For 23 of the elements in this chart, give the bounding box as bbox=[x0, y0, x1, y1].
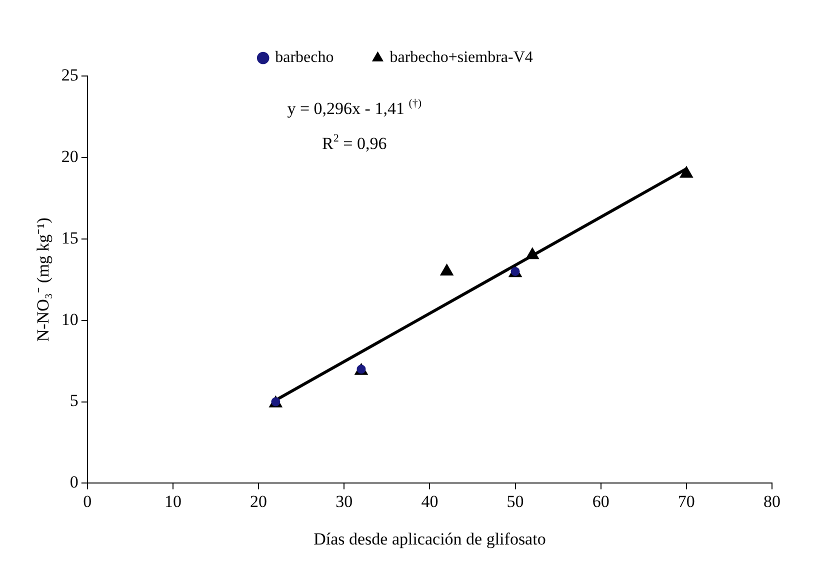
y-tick-label: 5 bbox=[70, 391, 78, 410]
y-tick-label: 15 bbox=[61, 228, 78, 248]
y-axis-title: N-NO₃⁻ (mg kg⁻¹) bbox=[34, 218, 53, 342]
annotation: y = 0,296x - 1,41 (†) bbox=[287, 97, 422, 118]
y-tick-label: 0 bbox=[70, 472, 78, 492]
y-tick-label: 20 bbox=[61, 146, 78, 166]
y-tick-label: 25 bbox=[61, 65, 78, 84]
x-tick-label: 0 bbox=[83, 492, 92, 511]
y-tick-label: 10 bbox=[61, 310, 78, 329]
point bbox=[680, 166, 693, 178]
x-tick-label: 30 bbox=[336, 492, 353, 511]
x-tick-label: 80 bbox=[764, 492, 780, 511]
point bbox=[526, 248, 539, 260]
x-tick-label: 50 bbox=[506, 492, 524, 511]
point bbox=[440, 264, 454, 276]
x-tick-label: 10 bbox=[164, 492, 182, 511]
legend-label: barbecho+siembra-V4 bbox=[390, 49, 533, 66]
x-tick-label: 60 bbox=[592, 492, 610, 511]
x-tick-label: 70 bbox=[678, 492, 695, 511]
legend-label: barbecho bbox=[275, 49, 334, 66]
x-tick-label: 40 bbox=[421, 492, 438, 511]
x-axis-title: Días desde aplicación de glifosato bbox=[314, 529, 546, 548]
x-tick-label: 20 bbox=[250, 492, 268, 511]
